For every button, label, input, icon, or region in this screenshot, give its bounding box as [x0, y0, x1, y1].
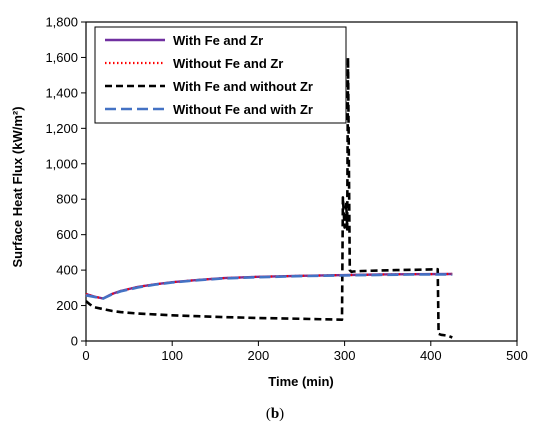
plot-area-border: [85, 21, 518, 342]
x-tick-label: 300: [334, 348, 356, 363]
legend-box: [94, 26, 347, 124]
y-tick-label: 1,000: [45, 156, 78, 171]
legend-label-3: Without Fe and with Zr: [173, 102, 313, 117]
series-line-2: [85, 56, 453, 339]
y-axis-title: Surface Heat Flux (kW/m²): [10, 106, 25, 267]
y-tick-label: 1,400: [45, 85, 78, 100]
axes: 0 200 400 600 800 1,000 1,200 1,400 1,600 1,800 0 1…: [45, 15, 527, 364]
x-tick-label: 500: [506, 348, 528, 363]
x-tick-label: 200: [248, 348, 270, 363]
y-tick-label: 600: [56, 227, 78, 242]
legend-label-0: With Fe and Zr: [173, 33, 263, 48]
panel-label: (b): [266, 406, 284, 422]
x-tick-label: 400: [420, 348, 442, 363]
x-tick-label: 0: [82, 348, 89, 363]
panel-label-close: ): [279, 406, 284, 422]
x-tick-label: 100: [161, 348, 183, 363]
y-tick-label: 1,600: [45, 50, 78, 65]
series-line-3: [85, 273, 453, 300]
y-tick-label: 1,800: [45, 15, 78, 30]
y-tick-label: 1,200: [45, 121, 78, 136]
x-axis-title: Time (min): [268, 374, 334, 389]
legend-label-2: With Fe and without Zr: [173, 79, 313, 94]
panel-label-open: (: [266, 406, 271, 422]
y-tick-label: 0: [71, 334, 78, 349]
y-tick-label: 200: [56, 298, 78, 313]
y-tick-label: 800: [56, 192, 78, 207]
y-tick-label: 400: [56, 263, 78, 278]
series-layer: [85, 56, 453, 339]
panel-label-letter: b: [271, 406, 279, 422]
legend: With Fe and Zr Without Fe and Zr With Fe a…: [94, 26, 347, 124]
legend-label-1: Without Fe and Zr: [173, 56, 283, 71]
